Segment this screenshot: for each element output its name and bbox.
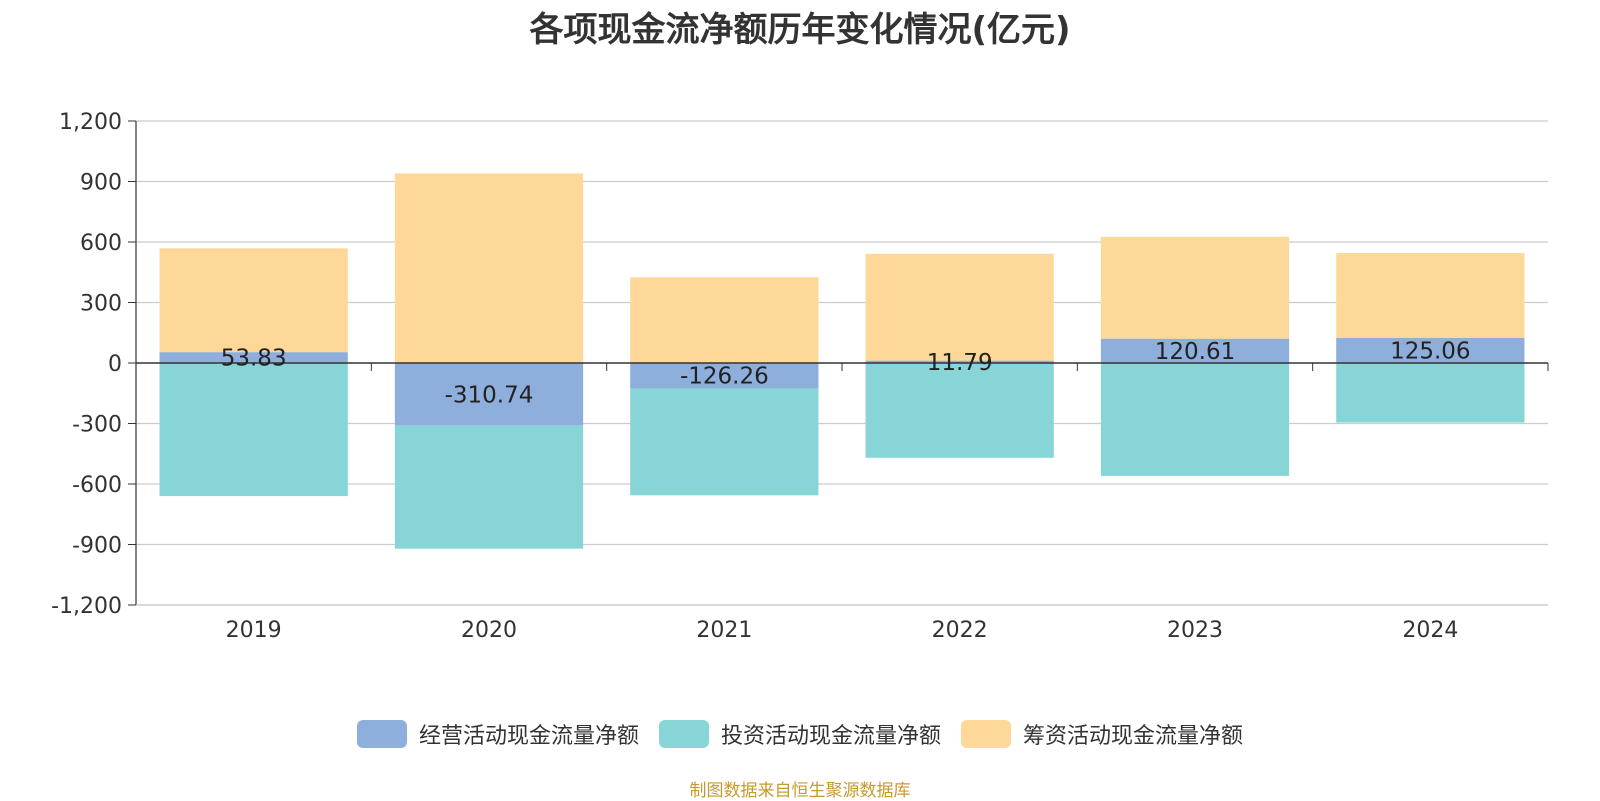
data-label: -310.74 [445,382,534,408]
data-label: 11.79 [927,350,993,376]
y-tick-label: 600 [80,231,122,256]
x-tick-label: 2021 [696,618,752,643]
bar-2019-series-2[interactable] [159,248,348,353]
bar-2021-series-1[interactable] [630,388,819,496]
legend-label: 经营活动现金流量净额 [418,724,639,749]
legend-label: 投资活动现金流量净额 [720,724,941,749]
bars-layer [159,173,1525,549]
legend-swatch [356,720,407,748]
bar-2024-series-1[interactable] [1336,363,1525,423]
source-footer: 制图数据来自恒生聚源数据库 [689,781,911,801]
x-tick-label: 2022 [932,618,988,643]
data-label: 53.83 [221,346,287,372]
bar-2022-series-2[interactable] [865,253,1054,361]
bar-2024-series-0[interactable] [1336,337,1525,363]
bar-2023-series-0[interactable] [1100,338,1290,363]
axis-layer: 1,200 900 600 300 0 -300 -600 -900 -1,200 2019 202… [51,110,1549,643]
y-tick-label: -900 [72,534,122,559]
y-tick-label: 1,200 [59,110,122,135]
bar-2022-series-1[interactable] [865,363,1054,458]
legend: 经营活动现金流量净额 投资活动现金流量净额 筹资活动现金流量净额 [0,718,1600,750]
y-tick-label: 300 [80,292,122,317]
y-tick-label: -600 [72,473,122,498]
bar-2020-series-2[interactable] [394,173,584,363]
bar-2020-series-1[interactable] [394,425,584,549]
legend-item-2[interactable]: 筹资活动现金流量净额 [961,718,1243,750]
data-label: -126.26 [680,364,769,390]
legend-item-0[interactable]: 经营活动现金流量净额 [356,718,639,750]
bar-2020-series-0[interactable] [394,363,584,426]
y-tick-label: -1,200 [51,594,122,619]
x-tick-label: 2019 [226,618,282,643]
bar-2023-series-2[interactable] [1100,236,1290,339]
x-tick-label: 2020 [461,618,517,643]
chart-title: 各项现金流净额历年变化情况(亿元) [529,10,1071,50]
bar-2021-series-0[interactable] [630,363,819,389]
bar-2019-series-0[interactable] [159,352,348,363]
bar-2021-series-2[interactable] [630,277,819,363]
legend-item-1[interactable]: 投资活动现金流量净额 [658,718,941,750]
bar-2024-series-2[interactable] [1336,253,1525,338]
data-label: 125.06 [1390,338,1470,364]
bar-2019-series-1[interactable] [159,363,348,497]
legend-swatch [658,720,709,748]
bar-2023-series-1[interactable] [1100,363,1290,476]
data-label: 120.61 [1155,339,1235,365]
y-tick-label: 900 [80,171,122,196]
bar-2022-series-0[interactable] [865,360,1054,363]
y-tick-label: 0 [108,352,122,377]
y-tick-label: -300 [72,413,122,438]
legend-swatch [961,720,1011,748]
legend-label: 筹资活动现金流量净额 [1023,724,1244,749]
x-tick-label: 2023 [1167,618,1223,643]
x-tick-label: 2024 [1402,618,1458,643]
data-labels-layer: 53.83 -310.74 -126.26 11.79 120.61 125.06 [221,338,1471,408]
